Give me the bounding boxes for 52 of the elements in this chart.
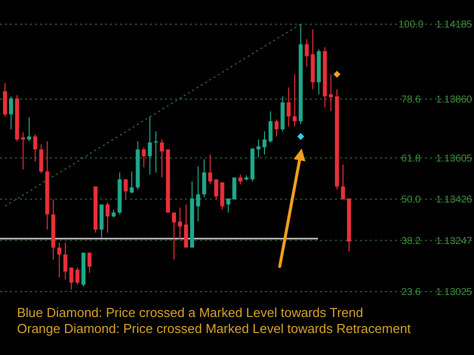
- y-tick-label: 1.13605: [436, 153, 473, 164]
- candlestick: [262, 130, 267, 155]
- candlestick: [27, 116, 32, 142]
- candlestick: [214, 178, 218, 200]
- line-series: [4, 24, 302, 207]
- annotation: 61.8: [401, 153, 422, 164]
- candlestick: [106, 202, 110, 234]
- candlestick: [238, 174, 242, 185]
- y-tick-label: 1.13025: [436, 287, 473, 298]
- candlestick: [220, 182, 224, 210]
- candlestick: [75, 267, 80, 286]
- candlestick: [160, 138, 164, 178]
- candlestick: [69, 267, 74, 290]
- candlestick: [328, 74, 333, 112]
- candlestick: [178, 206, 182, 240]
- candlestick: [232, 177, 236, 200]
- candlestick: [184, 204, 188, 248]
- candlestick: [142, 146, 146, 168]
- annotation: 23.6: [401, 287, 422, 298]
- candlestick: [304, 38, 309, 67]
- candlestick: [57, 242, 62, 278]
- candlestick: [256, 138, 260, 158]
- candlestick: [87, 252, 92, 274]
- annotation: Orange Diamond: Price crossed Marked Level towards Retracement: [17, 321, 412, 336]
- annotation: 78.6: [401, 94, 422, 106]
- candlestick: [286, 86, 291, 127]
- candlestick: [39, 144, 44, 174]
- candlestick: [340, 164, 345, 200]
- annotation: 50.0: [401, 194, 422, 206]
- candlestick: [63, 242, 68, 280]
- candlestick: [124, 178, 128, 200]
- annotation: 38.2: [401, 236, 422, 247]
- candlestick: [3, 82, 7, 117]
- y-tick-label: 1.13860: [436, 94, 473, 106]
- annotation: Blue Diamond: Price crossed a Marked Level towards Trend: [17, 305, 364, 320]
- y-tick-label: 1.13426: [436, 194, 473, 206]
- candlestick: [172, 212, 176, 260]
- candlestick: [226, 198, 230, 214]
- candlestick: [208, 154, 212, 185]
- candlestick: [9, 96, 14, 130]
- candlestick: [21, 132, 26, 170]
- candlestick: [292, 74, 297, 127]
- candlestick: [268, 110, 273, 143]
- y-tick-label: 1.14185: [436, 20, 473, 31]
- candlestick: [148, 116, 152, 176]
- annotation: 100.0: [398, 20, 424, 31]
- candlestick: [196, 166, 200, 222]
- candlestick: [274, 118, 279, 137]
- candlestick: [130, 171, 134, 194]
- candlestick: [202, 158, 206, 198]
- candlestick: [33, 134, 38, 162]
- y-tick-label: 1.13247: [436, 236, 473, 247]
